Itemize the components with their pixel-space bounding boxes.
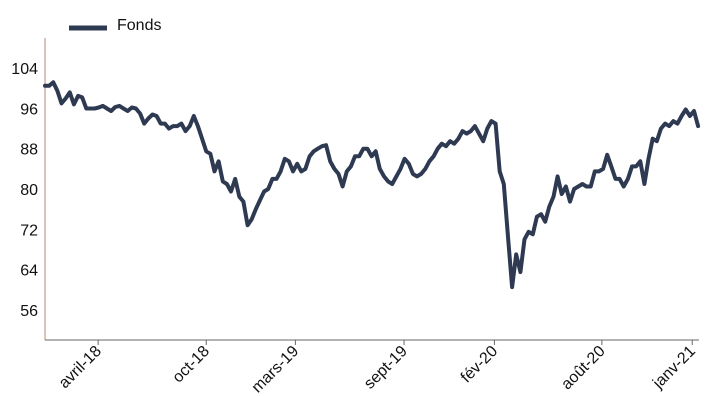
y-axis-ticks: 56 64 72 80 88 96 104: [11, 61, 38, 320]
y-tick-label: 104: [11, 61, 38, 78]
y-tick-label: 72: [20, 222, 38, 239]
legend-label-fonds: Fonds: [117, 17, 161, 34]
x-tick-label: août-20: [558, 343, 608, 393]
x-tick-label: sept-19: [361, 343, 411, 393]
x-tick-label: mars-19: [249, 343, 303, 396]
x-tick-label: janv-21: [649, 343, 699, 393]
axes: [44, 38, 699, 341]
legend: Fonds: [69, 17, 161, 34]
series-group: [43, 80, 701, 290]
y-tick-label: 80: [20, 182, 38, 199]
x-tick-label: avril-18: [56, 343, 105, 392]
x-tick-label: fév-20: [458, 343, 502, 387]
y-tick-label: 96: [20, 101, 38, 118]
y-tick-label: 56: [20, 303, 38, 320]
x-tick-label: oct-18: [170, 343, 214, 387]
y-tick-label: 88: [20, 142, 38, 159]
y-tick-label: 64: [20, 263, 38, 280]
series-line-fonds: [43, 80, 701, 290]
x-axis-ticks: avril-18 oct-18 mars-19 sept-19 fév-20 août-2…: [56, 340, 699, 396]
